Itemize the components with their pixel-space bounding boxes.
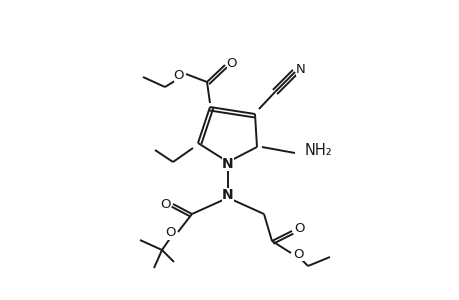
Text: O: O <box>174 68 184 82</box>
Text: N: N <box>222 188 233 202</box>
Text: O: O <box>293 248 303 260</box>
Text: O: O <box>165 226 176 239</box>
Text: N: N <box>222 157 233 171</box>
Text: O: O <box>160 197 171 211</box>
Text: NH₂: NH₂ <box>304 142 332 158</box>
Text: N: N <box>296 62 305 76</box>
Text: O: O <box>294 223 305 236</box>
Text: O: O <box>226 56 237 70</box>
